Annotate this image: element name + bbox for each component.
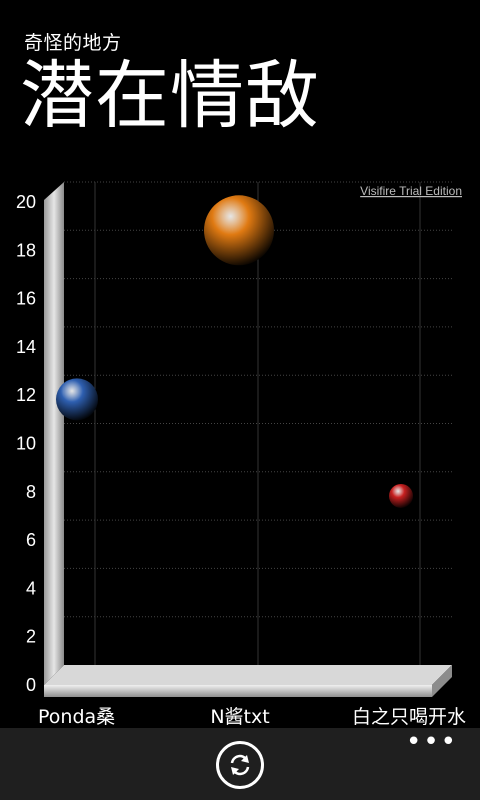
bubble-point[interactable] [56, 378, 98, 421]
y-tick-label: 8 [26, 482, 36, 502]
x-axis-floor-front [44, 685, 432, 697]
y-axis-wall [44, 182, 64, 685]
x-axis-floor [44, 665, 452, 685]
bubble-point[interactable] [204, 195, 274, 266]
x-category-label: 白之只喝开水 [352, 706, 466, 728]
refresh-button[interactable] [216, 741, 264, 789]
x-axis-labels: Ponda桑 N酱txt 白之只喝开水 [38, 706, 466, 728]
refresh-icon [230, 754, 250, 776]
bubble-chart: 0 2 4 6 8 10 12 14 16 18 20 Ponda桑 N酱txt 白之只喝开水 Visi… [16, 181, 466, 728]
y-tick-label: 16 [16, 289, 36, 309]
y-tick-label: 2 [26, 627, 36, 647]
grid-lines [64, 181, 452, 665]
x-category-label: N酱txt [210, 706, 269, 728]
y-axis-ticks: 0 2 4 6 8 10 12 14 16 18 20 [16, 192, 36, 695]
y-tick-label: 6 [26, 530, 36, 550]
page-title: 潜在情敌 [20, 53, 320, 139]
y-tick-label: 4 [26, 578, 36, 598]
y-tick-label: 20 [16, 192, 36, 212]
y-tick-label: 12 [16, 385, 36, 405]
x-axis-floor-side [432, 665, 452, 697]
y-tick-label: 18 [16, 240, 36, 260]
bubbles [56, 195, 413, 508]
bubble-point[interactable] [389, 483, 413, 508]
trial-watermark[interactable]: Visifire Trial Edition [360, 184, 462, 198]
y-tick-label: 0 [26, 675, 36, 695]
x-category-label: Ponda桑 [38, 706, 115, 728]
y-tick-label: 10 [16, 434, 36, 454]
more-options-button[interactable]: ••• [405, 727, 458, 757]
app-name: 奇怪的地方 [24, 32, 122, 54]
app-bar: ••• [0, 728, 480, 800]
y-tick-label: 14 [16, 337, 36, 357]
